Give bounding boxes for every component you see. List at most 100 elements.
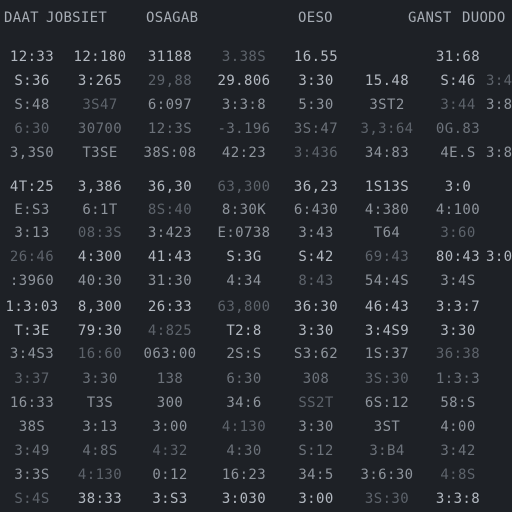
table-cell: S:36 (14, 73, 50, 89)
table-cell: 3:030 (221, 491, 267, 507)
table-cell (486, 222, 512, 244)
table-row[interactable]: 6:30 30700 12:3S -3.196 3S:47 3,3:64 0G.83 (0, 118, 512, 140)
table-cell: T3SE (82, 145, 118, 161)
table-row[interactable]: 3:49 4:8S 4:32 4:30 S:12 3:B4 3:42 (0, 440, 512, 462)
table-cell: 4:100 (435, 202, 481, 218)
table-cell: 40:30 (77, 273, 123, 289)
table-cell: 3S:30 (364, 371, 410, 387)
table-cell: 8:30K (221, 202, 267, 218)
table-cell: 3:B4 (369, 443, 405, 459)
table-cell: 58:S (440, 395, 476, 411)
table-row[interactable]: 4T:25 3,386 36,30 63,300 36,23 1S13S 3:0 (0, 176, 512, 198)
table-cell: 3:42 (440, 443, 476, 459)
table-cell: 3:44 (440, 97, 476, 113)
table-row[interactable]: 3,3S0 T3SE 38S:08 42:23 3:436 34:83 4E.S 3:8 (0, 142, 512, 164)
table-cell: :3960 (9, 273, 55, 289)
table-row[interactable]: 26:46 4:300 41:43 S:3G S:42 69:43 80:43 3:0 (0, 246, 512, 268)
table-row[interactable]: 12:33 12:180 31188 3.38S 16.55 31:68 (0, 46, 512, 68)
table-cell: 29.806 (217, 73, 271, 89)
table-cell: 12:3S (147, 121, 193, 137)
table-cell (486, 296, 512, 318)
table-row[interactable]: 38S 3:13 3:00 4:130 3:30 3ST 4:00 (0, 416, 512, 438)
table-cell: 46:43 (364, 299, 410, 315)
table-cell: 8,300 (77, 299, 123, 315)
table-cell: 3:30 (440, 323, 476, 339)
table-cell: 3:436 (293, 145, 339, 161)
table-row[interactable]: 1:3:03 8,300 26:33 63,800 36:30 46:43 3:3:7 (0, 296, 512, 318)
table-cell: 6:30 (14, 121, 50, 137)
table-cell: 0:12 (152, 467, 188, 483)
table-row[interactable]: T:3E 79:30 4:825 T2:8 3:30 3:4S9 3:30 (0, 320, 512, 342)
table-cell: 3S:47 (293, 121, 339, 137)
table-cell: 1S13S (364, 179, 410, 195)
table-cell: 4:825 (147, 323, 193, 339)
table-row[interactable]: S:4S 38:33 3:S3 3:030 3:00 3S:30 3:3:8 (0, 488, 512, 510)
table-cell: 54:4S (364, 273, 410, 289)
table-cell: 63,300 (217, 179, 271, 195)
column-header[interactable]: DAAT (4, 10, 39, 26)
table-cell (486, 270, 512, 292)
table-cell: -3.196 (217, 121, 271, 137)
table-cell: 6:30 (226, 371, 262, 387)
table-cell: 3:00 (152, 419, 188, 435)
table-row[interactable]: 3:3S 4:130 0:12 16:23 34:5 3:6:30 4:8S (0, 464, 512, 486)
table-cell: 300 (156, 395, 184, 411)
column-header[interactable]: DUODO (462, 10, 506, 26)
table-cell: S:4S (14, 491, 50, 507)
column-header[interactable]: OESO (298, 10, 333, 26)
table-cell: 34:5 (298, 467, 334, 483)
table-row[interactable]: S:36 3:265 29,88 29.806 3:30 15.48 S:46 3:48 (0, 70, 512, 92)
table-cell: 4:34 (226, 273, 262, 289)
table-cell: 3:30 (298, 419, 334, 435)
column-header[interactable]: GANST (408, 10, 452, 26)
column-header[interactable]: JOBSIET (46, 10, 108, 26)
table-row[interactable]: S:48 3S47 6:097 3:3:8 5:30 3ST2 3:44 3:82 (0, 94, 512, 116)
table-cell: 16:60 (77, 346, 123, 362)
table-cell: T3S (86, 395, 114, 411)
table-cell: 15.48 (364, 73, 410, 89)
table-cell: 79:30 (77, 323, 123, 339)
table-cell: 26:46 (9, 249, 55, 265)
table-cell: 3:8 (486, 145, 512, 161)
table-cell: 3:82 (486, 97, 512, 113)
table-cell: 29,88 (147, 73, 193, 89)
table-row[interactable]: E:S3 6:1T 8S:40 8:30K 6:430 4:380 4:100 (0, 199, 512, 221)
table-cell: 3:37 (14, 371, 50, 387)
table-row[interactable]: :3960 40:30 31:30 4:34 8:43 54:4S 3:4S (0, 270, 512, 292)
table-cell (486, 343, 512, 365)
table-cell: S:46 (440, 73, 476, 89)
table-row[interactable]: 3:37 3:30 138 6:30 308 3S:30 1:3:3 (0, 368, 512, 390)
table-cell: 3:3:7 (435, 299, 481, 315)
table-cell (486, 118, 512, 140)
table-cell: 36:30 (293, 299, 339, 315)
table-cell (486, 46, 512, 68)
table-row[interactable]: 3:13 08:3S 3:423 E:0738 3:43 T64 3:60 (0, 222, 512, 244)
table-cell: 3,386 (77, 179, 123, 195)
table-cell (486, 176, 512, 198)
table-cell: T:3E (14, 323, 50, 339)
column-header[interactable]: OSAGAB (146, 10, 199, 26)
table-cell: 0G.83 (435, 121, 481, 137)
table-cell: 3:3S (14, 467, 50, 483)
table-cell: 3:3:8 (221, 97, 267, 113)
table-cell: 80:43 (435, 249, 481, 265)
table-cell: 6S:12 (364, 395, 410, 411)
table-cell: 3:S3 (152, 491, 188, 507)
table-row[interactable]: 3:4S3 16:60 063:00 2S:S S3:62 1S:37 36:38 (0, 343, 512, 365)
table-row[interactable]: 16:33 T3S 300 34:6 SS2T 6S:12 58:S (0, 392, 512, 414)
table-cell: 16:33 (9, 395, 55, 411)
table-cell: 6:097 (147, 97, 193, 113)
table-cell: 3:4S (440, 273, 476, 289)
table-cell: 30700 (77, 121, 123, 137)
table-cell: 4:8S (82, 443, 118, 459)
table-cell: 5:30 (298, 97, 334, 113)
table-cell: 3:6:30 (360, 467, 414, 483)
table-cell: 4E.S (440, 145, 476, 161)
table-cell: 36:38 (435, 346, 481, 362)
table-cell: 6:430 (293, 202, 339, 218)
table-cell: 4:380 (364, 202, 410, 218)
table-cell: S:3G (226, 249, 262, 265)
table-cell: 8:43 (298, 273, 334, 289)
table-cell: S:48 (14, 97, 50, 113)
table-cell: 34:6 (226, 395, 262, 411)
